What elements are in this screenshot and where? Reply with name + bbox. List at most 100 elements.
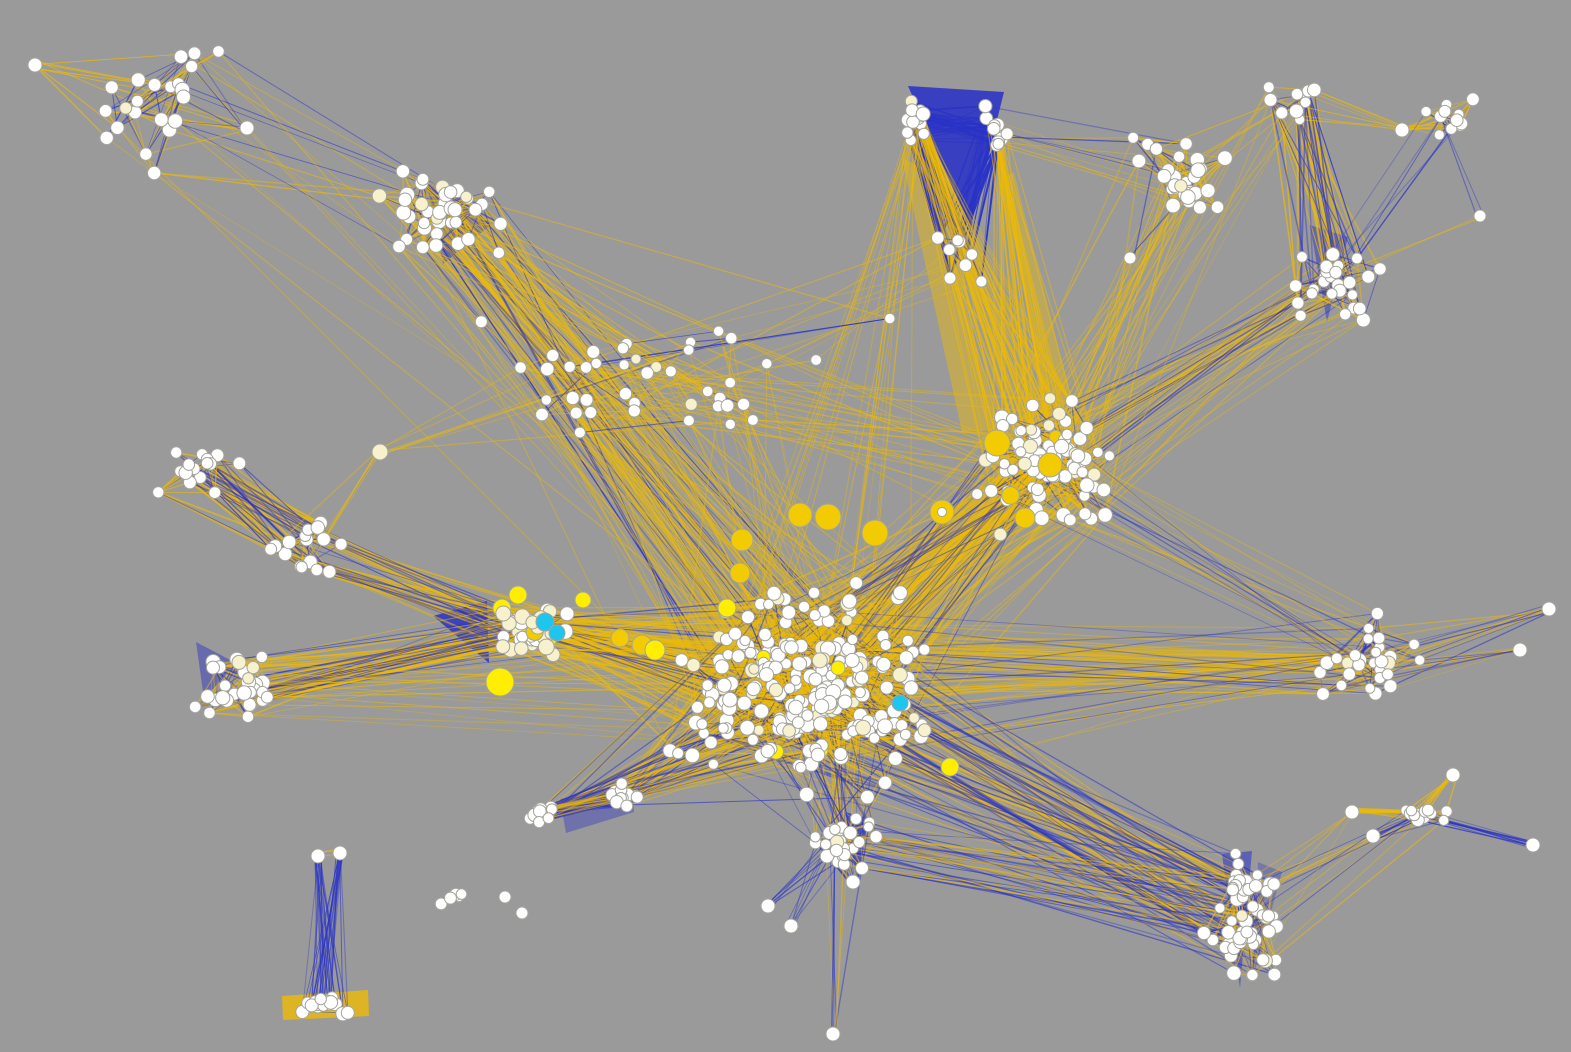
graph-node[interactable] bbox=[579, 393, 594, 407]
graph-node[interactable] bbox=[940, 757, 960, 777]
graph-node[interactable] bbox=[130, 72, 146, 88]
graph-node[interactable] bbox=[1438, 104, 1452, 118]
graph-node[interactable] bbox=[1512, 642, 1528, 658]
graph-node[interactable] bbox=[152, 486, 165, 499]
graph-node[interactable] bbox=[830, 660, 846, 676]
graph-node[interactable] bbox=[644, 639, 666, 661]
graph-node[interactable] bbox=[535, 612, 555, 632]
graph-node[interactable] bbox=[630, 790, 644, 804]
graph-node[interactable] bbox=[449, 215, 463, 229]
graph-node[interactable] bbox=[1305, 287, 1319, 300]
graph-node[interactable] bbox=[664, 365, 677, 378]
graph-node[interactable] bbox=[791, 656, 808, 672]
graph-node[interactable] bbox=[1408, 638, 1420, 651]
graph-node[interactable] bbox=[1256, 953, 1270, 967]
graph-node[interactable] bbox=[814, 503, 842, 531]
graph-node[interactable] bbox=[468, 202, 483, 217]
graph-node[interactable] bbox=[986, 122, 1001, 136]
graph-node[interactable] bbox=[841, 614, 853, 627]
graph-node[interactable] bbox=[1296, 251, 1308, 263]
graph-node[interactable] bbox=[696, 718, 708, 730]
graph-node[interactable] bbox=[849, 812, 863, 825]
graph-node[interactable] bbox=[535, 407, 549, 422]
graph-node[interactable] bbox=[414, 196, 429, 212]
graph-node[interactable] bbox=[1192, 200, 1208, 215]
graph-node[interactable] bbox=[686, 658, 701, 673]
graph-node[interactable] bbox=[1127, 131, 1140, 144]
graph-node[interactable] bbox=[683, 344, 695, 356]
graph-node[interactable] bbox=[610, 628, 630, 648]
graph-node[interactable] bbox=[460, 190, 473, 203]
graph-node[interactable] bbox=[508, 585, 528, 605]
graph-node[interactable] bbox=[1149, 142, 1164, 156]
graph-node[interactable] bbox=[784, 640, 799, 655]
graph-node[interactable] bbox=[1226, 883, 1239, 897]
graph-node[interactable] bbox=[790, 674, 802, 686]
graph-node[interactable] bbox=[371, 443, 389, 461]
graph-node[interactable] bbox=[1325, 247, 1341, 262]
graph-node[interactable] bbox=[1061, 428, 1073, 441]
graph-node[interactable] bbox=[395, 204, 412, 221]
graph-node[interactable] bbox=[1267, 877, 1281, 891]
graph-node[interactable] bbox=[1053, 438, 1070, 455]
graph-node[interactable] bbox=[139, 147, 153, 161]
graph-node[interactable] bbox=[1261, 909, 1276, 923]
graph-node[interactable] bbox=[1196, 925, 1212, 941]
graph-node[interactable] bbox=[392, 239, 406, 254]
graph-node[interactable] bbox=[173, 49, 189, 65]
graph-node[interactable] bbox=[746, 733, 759, 746]
graph-node[interactable] bbox=[1246, 900, 1259, 913]
graph-node[interactable] bbox=[917, 127, 930, 140]
graph-node[interactable] bbox=[27, 57, 43, 73]
graph-node[interactable] bbox=[1034, 510, 1050, 527]
graph-node[interactable] bbox=[584, 406, 598, 419]
graph-node[interactable] bbox=[1096, 482, 1112, 498]
graph-node[interactable] bbox=[808, 609, 821, 622]
graph-node[interactable] bbox=[1248, 879, 1263, 893]
graph-node[interactable] bbox=[147, 77, 162, 92]
graph-node[interactable] bbox=[176, 89, 191, 105]
graph-node[interactable] bbox=[182, 458, 196, 471]
graph-node[interactable] bbox=[493, 216, 508, 231]
graph-node[interactable] bbox=[1065, 394, 1079, 408]
graph-node[interactable] bbox=[937, 507, 947, 517]
graph-node[interactable] bbox=[1262, 81, 1275, 94]
graph-node[interactable] bbox=[730, 528, 754, 552]
graph-node[interactable] bbox=[1329, 265, 1343, 279]
graph-node[interactable] bbox=[915, 106, 931, 122]
graph-node[interactable] bbox=[1156, 168, 1172, 184]
graph-node[interactable] bbox=[498, 890, 512, 904]
graph-node[interactable] bbox=[316, 532, 331, 547]
graph-node[interactable] bbox=[1342, 667, 1357, 681]
graph-node[interactable] bbox=[1076, 466, 1089, 479]
graph-node[interactable] bbox=[579, 361, 593, 374]
graph-node[interactable] bbox=[650, 361, 663, 373]
graph-node[interactable] bbox=[208, 486, 222, 500]
graph-node[interactable] bbox=[147, 165, 162, 181]
graph-node[interactable] bbox=[1001, 486, 1020, 505]
graph-node[interactable] bbox=[1014, 507, 1036, 529]
graph-node[interactable] bbox=[616, 342, 630, 355]
graph-node[interactable] bbox=[1383, 679, 1398, 694]
graph-node[interactable] bbox=[131, 94, 144, 108]
graph-node[interactable] bbox=[717, 598, 737, 618]
graph-node[interactable] bbox=[849, 576, 864, 590]
graph-node[interactable] bbox=[825, 1026, 841, 1042]
graph-node[interactable] bbox=[887, 751, 903, 766]
graph-node[interactable] bbox=[1079, 420, 1094, 436]
graph-node[interactable] bbox=[295, 561, 308, 574]
graph-node[interactable] bbox=[206, 660, 220, 675]
graph-node[interactable] bbox=[241, 710, 255, 724]
graph-node[interactable] bbox=[984, 483, 999, 498]
graph-node[interactable] bbox=[1394, 122, 1410, 138]
graph-node[interactable] bbox=[1235, 909, 1249, 922]
graph-node[interactable] bbox=[1348, 649, 1362, 662]
graph-node[interactable] bbox=[1206, 933, 1220, 947]
graph-node[interactable] bbox=[415, 240, 430, 255]
graph-node[interactable] bbox=[630, 353, 642, 365]
graph-node[interactable] bbox=[474, 315, 488, 329]
graph-node[interactable] bbox=[1466, 92, 1480, 107]
graph-node[interactable] bbox=[185, 59, 199, 74]
graph-node[interactable] bbox=[892, 667, 908, 683]
graph-node[interactable] bbox=[807, 586, 821, 599]
